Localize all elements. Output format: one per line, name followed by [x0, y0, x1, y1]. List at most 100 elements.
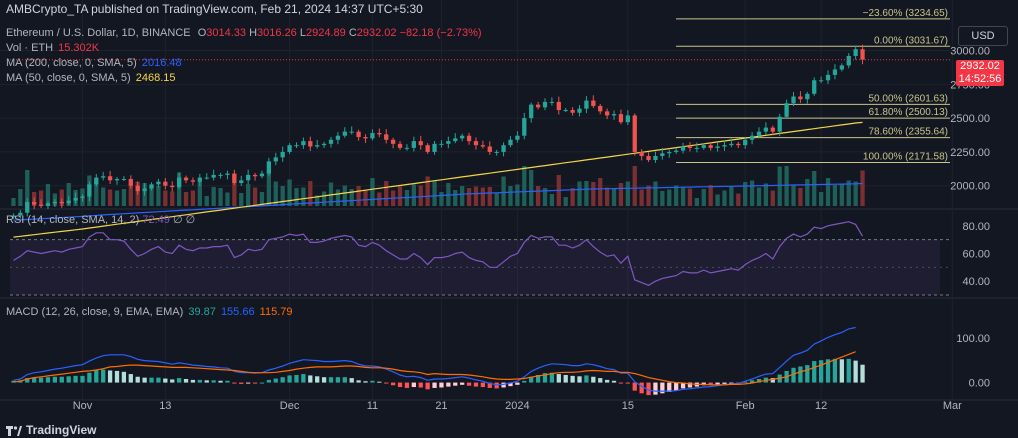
candle-body[interactable] — [466, 135, 472, 142]
candle-body[interactable] — [32, 201, 37, 205]
candle-body[interactable] — [542, 101, 548, 108]
candle-body[interactable] — [777, 116, 782, 132]
candle-body[interactable] — [749, 135, 755, 140]
candle-body[interactable] — [266, 161, 272, 174]
candle-body[interactable] — [101, 176, 106, 178]
candle-body[interactable] — [142, 188, 147, 192]
candle-body[interactable] — [756, 131, 762, 136]
candle-body[interactable] — [204, 177, 209, 179]
candle-body[interactable] — [163, 181, 168, 186]
candle-body[interactable] — [522, 118, 527, 136]
rsi-pane[interactable] — [10, 221, 950, 296]
candle-body[interactable] — [743, 139, 748, 146]
candle-body[interactable] — [473, 141, 479, 146]
candle-body[interactable] — [625, 115, 630, 123]
candle-body[interactable] — [515, 135, 520, 140]
candle-body[interactable] — [197, 177, 202, 182]
candle-body[interactable] — [418, 141, 423, 146]
candle-body[interactable] — [722, 145, 727, 147]
candle-body[interactable] — [52, 201, 58, 204]
candle-body[interactable] — [432, 143, 437, 152]
candle-body[interactable] — [529, 104, 534, 119]
candle-body[interactable] — [280, 151, 285, 158]
candle-body[interactable] — [736, 143, 741, 146]
candle-body[interactable] — [439, 143, 444, 145]
candle-body[interactable] — [577, 108, 582, 113]
candle-body[interactable] — [349, 131, 354, 133]
candle-body[interactable] — [218, 174, 223, 176]
candle-body[interactable] — [508, 139, 513, 146]
candle-body[interactable] — [121, 178, 127, 180]
candle-body[interactable] — [397, 143, 403, 148]
candle-body[interactable] — [273, 157, 278, 162]
candle-body[interactable] — [411, 141, 416, 148]
candle-body[interactable] — [363, 137, 368, 139]
candle-body[interactable] — [687, 146, 693, 148]
candle-body[interactable] — [694, 147, 700, 149]
candle-body[interactable] — [818, 80, 824, 82]
candle-body[interactable] — [342, 131, 347, 136]
candle-body[interactable] — [563, 110, 568, 112]
candle-body[interactable] — [377, 133, 382, 135]
candle-body[interactable] — [784, 103, 789, 117]
candle-body[interactable] — [860, 49, 865, 60]
candle-body[interactable] — [18, 212, 23, 216]
candle-body[interactable] — [232, 173, 237, 184]
candle-body[interactable] — [501, 145, 506, 152]
candle-body[interactable] — [239, 180, 244, 184]
candle-body[interactable] — [80, 196, 85, 198]
candle-body[interactable] — [294, 145, 299, 147]
candle-body[interactable] — [225, 173, 230, 175]
candle-body[interactable] — [11, 215, 16, 217]
candle-body[interactable] — [584, 100, 589, 109]
candle-body[interactable] — [763, 127, 769, 132]
candle-body[interactable] — [170, 185, 175, 188]
candle-body[interactable] — [259, 173, 265, 177]
candle-body[interactable] — [156, 181, 161, 185]
candle-body[interactable] — [59, 201, 64, 204]
candle-body[interactable] — [680, 146, 686, 151]
candle-body[interactable] — [708, 145, 713, 148]
candle-body[interactable] — [570, 110, 575, 113]
candle-body[interactable] — [494, 151, 499, 153]
candle-body[interactable] — [611, 114, 617, 116]
candle-body[interactable] — [321, 143, 327, 146]
candle-body[interactable] — [384, 134, 389, 140]
price-pane[interactable]: −23.60% (3234.65) 0.00% (3031.67) 50.00% (… — [10, 8, 950, 238]
candle-body[interactable] — [591, 100, 596, 106]
candle-body[interactable] — [287, 145, 292, 152]
candle-body[interactable] — [252, 174, 258, 177]
time-axis[interactable]: Nov 13 Dec 11 21 2024 15 Feb 12 Mar — [73, 400, 962, 412]
macd-pane[interactable] — [11, 326, 865, 396]
candle-body[interactable] — [404, 147, 410, 149]
candle-body[interactable] — [839, 65, 844, 70]
candle-body[interactable] — [246, 174, 251, 181]
candle-body[interactable] — [632, 115, 637, 152]
candle-body[interactable] — [556, 101, 561, 111]
candle-body[interactable] — [107, 176, 113, 181]
candle-body[interactable] — [135, 185, 140, 192]
candle-body[interactable] — [66, 200, 71, 204]
candle-body[interactable] — [335, 135, 341, 140]
candle-body[interactable] — [356, 131, 361, 138]
candle-body[interactable] — [390, 139, 396, 144]
candle-body[interactable] — [701, 145, 706, 148]
candle-body[interactable] — [128, 178, 133, 186]
candle-body[interactable] — [791, 96, 796, 104]
candle-body[interactable] — [770, 127, 775, 132]
candle-body[interactable] — [45, 203, 51, 206]
candle-body[interactable] — [25, 201, 30, 213]
candle-body[interactable] — [183, 177, 189, 181]
candle-body[interactable] — [38, 204, 44, 206]
candle-body[interactable] — [480, 145, 486, 147]
candle-body[interactable] — [667, 151, 672, 154]
candle-body[interactable] — [308, 141, 313, 147]
candle-body[interactable] — [487, 146, 492, 152]
candle-body[interactable] — [604, 111, 610, 116]
candle-body[interactable] — [549, 101, 555, 103]
candle-body[interactable] — [176, 177, 182, 188]
candle-body[interactable] — [460, 135, 465, 139]
candle-body[interactable] — [715, 146, 720, 148]
candle-body[interactable] — [729, 143, 734, 146]
candle-body[interactable] — [535, 104, 541, 108]
